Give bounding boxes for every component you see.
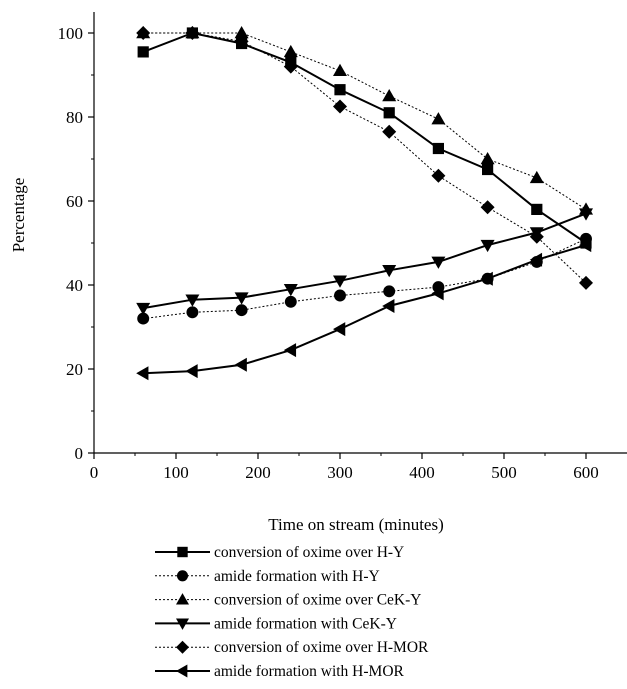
data-point [185,364,198,379]
data-point [579,238,592,253]
series-line [142,31,587,244]
legend-entry: conversion of oxime over CeK-Y [155,592,421,609]
data-point [334,84,346,96]
data-point [136,302,151,316]
legend-label: conversion of oxime over CeK-Y [214,592,421,609]
legend-entry: amide formation with H-MOR [155,663,405,680]
data-point [283,283,298,297]
data-point [137,46,149,58]
data-point [185,294,200,307]
data-point [431,256,446,269]
series-5 [136,26,593,290]
legend-marker [176,570,189,582]
data-point [431,286,444,301]
legend-entry: conversion of oxime over H-MOR [155,639,429,656]
series-3 [136,26,593,215]
legend-label: amide formation with H-Y [214,568,380,585]
data-point [137,312,150,325]
y-tick-label: 40 [66,276,83,295]
data-point [531,203,543,215]
x-ticks: 0 100 200 300 400 500 600 [90,453,599,482]
series-1 [137,27,592,249]
legend-marker [176,618,189,630]
data-point [234,292,249,305]
data-point [480,200,495,215]
legend-label: amide formation with CeK-Y [214,615,397,632]
data-point [185,26,200,40]
data-point [529,252,543,267]
data-point [480,271,493,286]
data-point [283,343,297,358]
data-point [579,275,593,290]
data-point [333,275,347,288]
y-ticks: 0 20 40 60 80 100 [58,24,94,463]
series-line [143,238,587,320]
series-line [143,32,587,210]
data-point [482,163,494,176]
data-point [431,168,446,183]
data-point [136,26,151,40]
data-point [382,89,397,102]
data-point [234,26,249,39]
data-point [235,304,248,317]
series-4 [136,208,593,316]
x-axis-label: Time on stream (minutes) [268,515,444,534]
data-point [579,208,593,221]
legend-entry: amide formation with H-Y [155,568,380,585]
data-point [431,112,446,125]
legend-label: conversion of oxime over H-Y [214,544,404,561]
data-point [382,265,397,278]
y-tick-label: 80 [66,108,83,127]
data-point [283,59,298,74]
data-point [333,322,346,337]
y-tick-label: 20 [66,360,83,379]
data-point [136,366,149,381]
y-tick-label: 100 [58,24,84,43]
data-point [334,289,346,302]
legend-marker [176,664,188,678]
data-point [186,306,199,319]
legend-label: amide formation with H-MOR [214,663,405,680]
y-tick-label: 60 [66,192,83,211]
data-point [333,63,347,77]
series-line [143,244,587,375]
x-tick-label: 400 [409,463,435,482]
x-tick-label: 500 [491,463,517,482]
series-line [143,32,587,284]
plot-area: 0 100 200 300 400 500 600 0 20 40 60 80 100 [58,12,627,482]
data-point [284,295,297,308]
data-point [382,124,397,139]
data-point [382,299,395,313]
x-tick-label: 200 [245,463,271,482]
x-tick-label: 300 [327,463,353,482]
series-2 [137,232,592,325]
legend-marker [176,593,189,605]
data-point [383,285,396,298]
y-axis-label: Percentage [9,178,28,253]
data-point [234,34,249,49]
data-point [383,107,395,119]
legend-label: conversion of oxime over H-MOR [214,639,429,656]
legend-marker [177,546,188,558]
series-6 [136,238,592,381]
legend-entry: conversion of oxime over H-Y [155,544,404,561]
data-point [529,170,544,184]
data-point [432,142,444,155]
data-point [333,99,347,114]
series-line [143,212,587,310]
legend-marker [176,640,189,654]
data-point [283,44,298,58]
data-point [480,239,495,253]
legend-entry: amide formation with CeK-Y [155,615,397,632]
x-tick-label: 0 [90,463,99,482]
y-tick-label: 0 [75,444,84,463]
x-tick-label: 600 [573,463,599,482]
legend: conversion of oxime over H-Y amide format… [155,544,429,680]
x-tick-label: 100 [163,463,189,482]
data-point [234,357,247,372]
data-point [480,152,495,165]
data-point [529,229,544,244]
series-layer [136,26,593,381]
